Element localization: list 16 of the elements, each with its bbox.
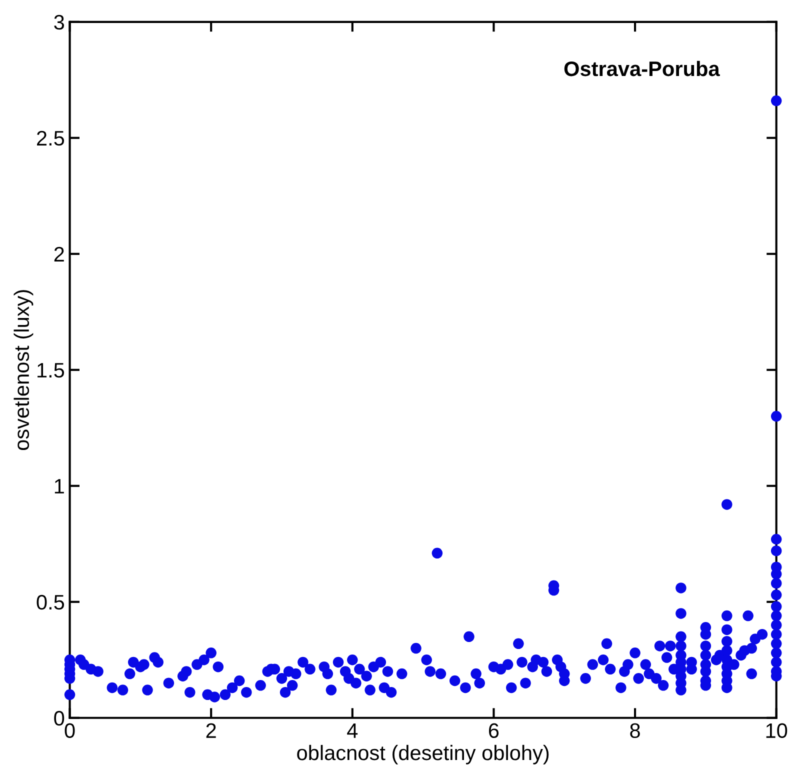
y-tick-label: 2.5 — [37, 130, 64, 146]
y-tick-label: 0 — [54, 710, 64, 726]
x-tick-label: 2 — [206, 723, 216, 738]
x-tick-label: 10 — [766, 723, 788, 738]
y-tick-label: 0.5 — [36, 594, 64, 610]
y-tick-label: 1.5 — [38, 363, 64, 378]
annotation: Ostrava-Poruba — [564, 60, 720, 76]
x-tick-label: 4 — [347, 724, 358, 738]
y-tick-label: 2 — [54, 246, 64, 262]
x-tick-label: 0 — [64, 723, 75, 738]
y-axis-title: osvetlenost (luxy) — [14, 290, 34, 450]
y-tick-label: 3 — [54, 14, 64, 30]
x-tick-label: 8 — [630, 723, 640, 738]
x-axis-title: oblacnost (desetiny oblohy) — [297, 744, 549, 764]
x-tick-label: 6 — [488, 723, 499, 738]
y-tick-label: 1 — [54, 479, 64, 494]
